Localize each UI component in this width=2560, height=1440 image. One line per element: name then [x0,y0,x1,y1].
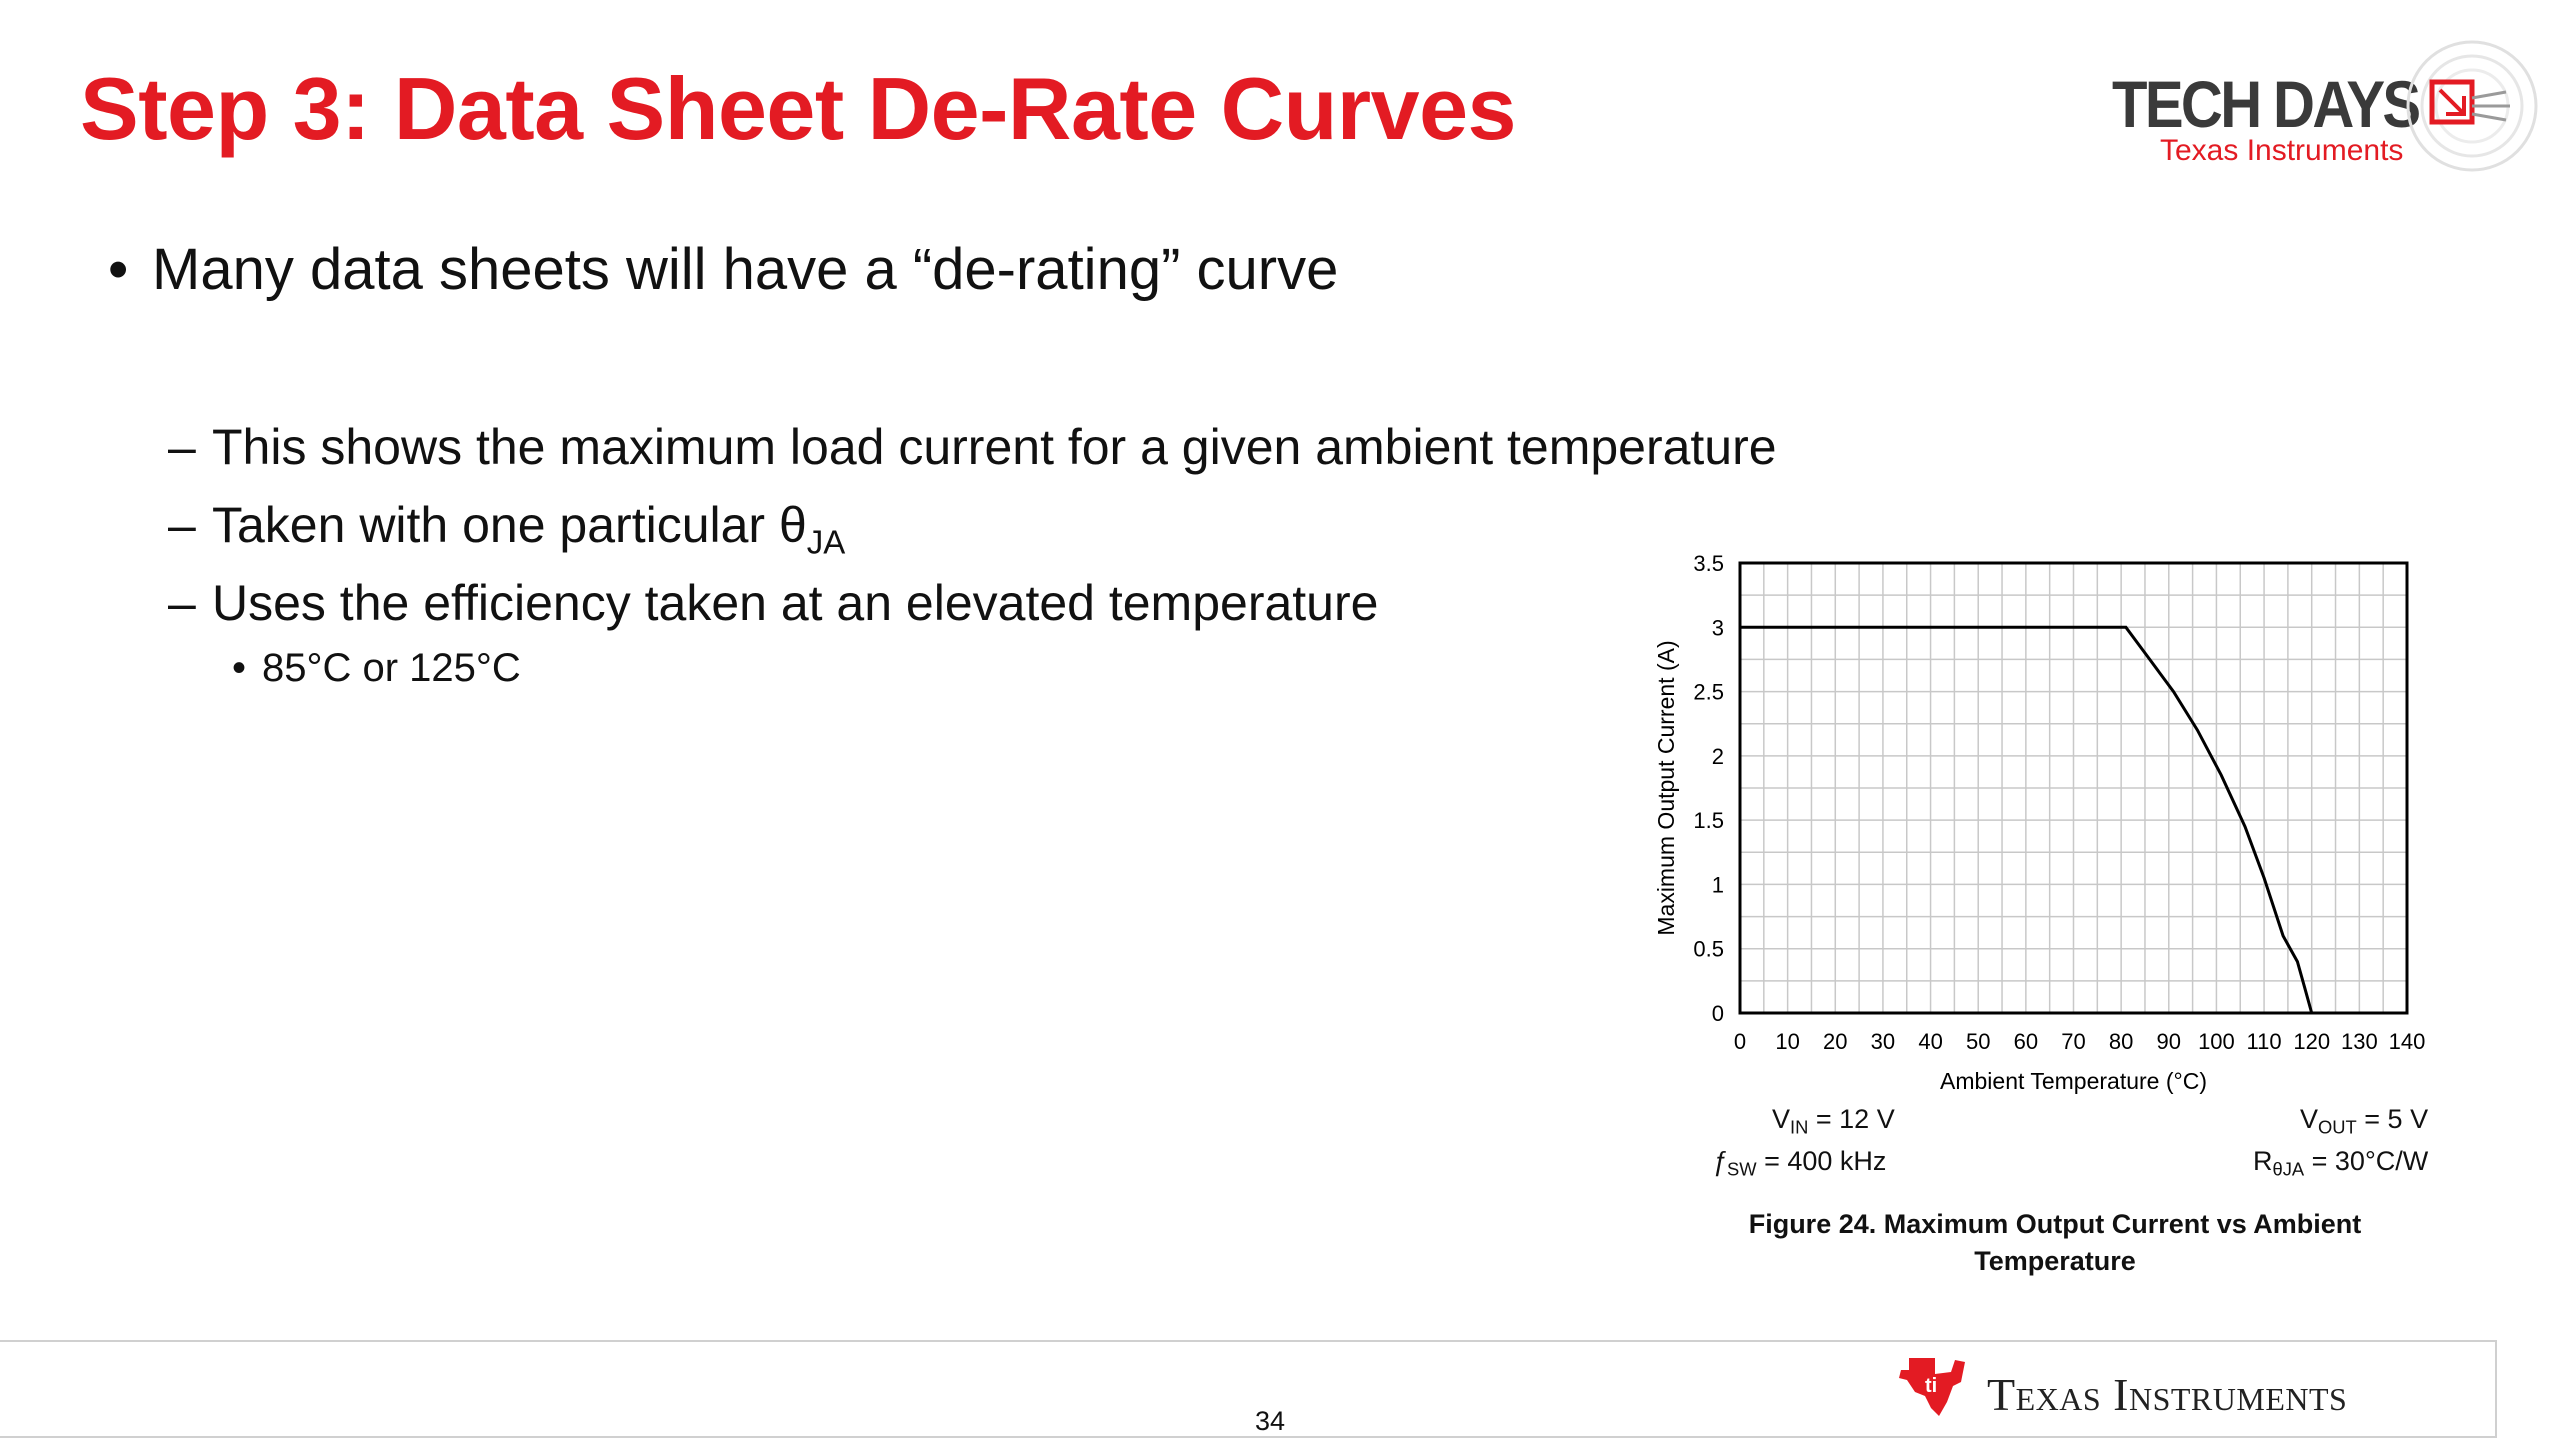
derating-chart: 0 10 20 30 40 50 60 70 80 90 100 110 120 130 140 0 0.5 1 1… [1653,551,2426,1094]
page-number: 34 [1255,1406,1286,1436]
sub-bullet-dash: – [168,575,196,631]
x-tick-label: 30 [1871,1029,1895,1054]
sub-bullet-3: – Uses the efficiency taken at an elevat… [168,574,1378,632]
bullet-main: • Many data sheets will have a “de-ratin… [108,236,1338,303]
condition-rja: RθJA = 30°C/W [2253,1146,2429,1180]
y-tick-label: 0.5 [1693,937,1724,962]
figure-caption: Figure 24. Maximum Output Current vs Amb… [1748,1209,2362,1276]
sub-bullet-2-text: Taken with one particular θ [212,497,807,553]
ti-company-name: Texas Instruments [1987,1369,2348,1420]
y-axis-label: Maximum Output Current (A) [1653,640,1679,935]
x-tick-label: 20 [1823,1029,1847,1054]
tech-days-logo-name: TECH DAYS [2112,67,2421,141]
sub-bullet-1: – This shows the maximum load current fo… [168,418,1777,476]
y-tick-label: 0 [1712,1001,1724,1026]
sub-bullet-2-subscript: JA [806,523,846,561]
x-tick-label: 80 [2109,1029,2133,1054]
x-tick-label: 110 [2247,1029,2282,1054]
bullet-main-text: Many data sheets will have a “de-rating”… [152,237,1339,302]
svg-text:ti: ti [1925,1375,1937,1397]
x-axis-label: Ambient Temperature (°C) [1940,1068,2207,1094]
x-tick-label: 90 [2157,1029,2181,1054]
x-tick-label: 60 [2014,1029,2038,1054]
y-tick-label: 1.5 [1693,808,1724,833]
sub-bullet-3-text: Uses the efficiency taken at an elevated… [212,575,1379,631]
slide-title: Step 3: Data Sheet De-Rate Curves [80,59,1516,158]
x-tick-label: 140 [2389,1029,2426,1054]
bullet-dot: • [108,237,129,302]
sub-bullet-dash: – [168,419,196,475]
y-tick-label: 2.5 [1693,680,1724,705]
tech-days-logo: TECH DAYS Texas Instruments [2100,40,2540,190]
x-tick-label: 10 [1775,1029,1799,1054]
x-tick-label: 70 [2061,1029,2085,1054]
condition-fsw: ƒSW = 400 kHz [1712,1146,1887,1180]
x-tick-label: 0 [1734,1029,1746,1054]
texas-instruments-logo: ti Texas Instruments [1895,1352,2415,1422]
footer-bar [0,1340,2497,1438]
y-tick-label: 3.5 [1693,551,1724,576]
tech-days-logo-mark-icon [2406,40,2538,172]
condition-vin: VIN = 12 V [1772,1104,1895,1138]
y-tick-label: 1 [1712,872,1724,897]
sub-bullet-1-text: This shows the maximum load current for … [212,419,1777,475]
sub-sub-bullet-text: 85°C or 125°C [262,646,521,690]
x-tick-label: 100 [2198,1029,2235,1054]
tech-days-logo-subtitle: Texas Instruments [2160,134,2404,167]
sub-bullet-2: – Taken with one particular θJA [168,496,845,559]
sub-sub-bullet: • 85°C or 125°C [232,646,521,691]
derating-curve [1740,625,2314,1014]
x-tick-label: 120 [2293,1029,2330,1054]
y-tick-label: 2 [1712,744,1724,769]
condition-vout: VOUT = 5 V [2300,1104,2429,1138]
ti-state-icon: ti [1899,1358,1965,1416]
x-tick-label: 50 [1966,1029,1990,1054]
x-tick-label: 40 [1918,1029,1942,1054]
plot-frame [1738,561,2409,1015]
x-tick-label: 130 [2341,1029,2378,1054]
y-tick-label: 3 [1712,615,1724,640]
sub-bullet-dash: – [168,497,196,553]
bullet-dot: • [232,646,247,690]
